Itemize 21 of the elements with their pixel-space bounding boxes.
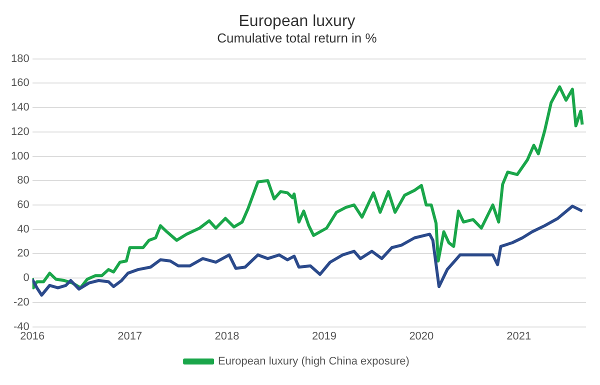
y-tick-label: 120	[10, 126, 30, 138]
y-tick-label: 60	[17, 199, 30, 212]
y-tick-label: 100	[10, 150, 30, 162]
y-tick-label: 180	[10, 52, 30, 65]
y-tick-label: 140	[10, 102, 30, 114]
x-tick-label: 2019	[312, 330, 336, 342]
y-tick-label: 80	[17, 174, 30, 187]
x-tick-label: 2016	[20, 330, 45, 342]
y-tick-label: -20	[13, 296, 30, 308]
y-tick-label: 40	[17, 223, 30, 236]
legend-label: European luxury (high China exposure)	[218, 356, 410, 368]
x-tick-label: 2018	[214, 330, 240, 342]
y-tick-label: 20	[17, 248, 30, 260]
y-tick-label: 0	[23, 272, 30, 284]
x-tick-label: 2021	[506, 330, 532, 342]
x-tick-label: 2020	[409, 330, 434, 342]
x-tick-label: 2017	[118, 330, 142, 342]
chart-subtitle: Cumulative total return in %	[217, 30, 378, 46]
chart-title: European luxury	[238, 13, 356, 30]
y-tick-label: -40	[13, 320, 30, 333]
y-tick-label: 160	[10, 77, 30, 90]
